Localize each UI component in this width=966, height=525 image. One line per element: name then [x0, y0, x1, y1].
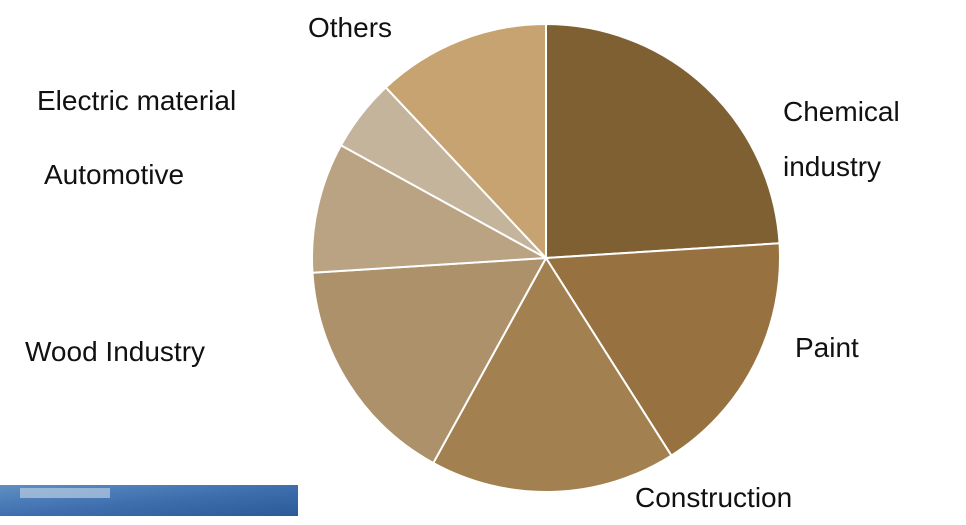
pie-slice	[545, 22, 781, 260]
slice-label: Paint	[795, 332, 859, 363]
slice-label: Automotive	[44, 159, 185, 190]
pie-slice	[431, 256, 673, 493]
slice-label: Chemical industry	[783, 96, 900, 182]
slice-label: Electric material	[37, 85, 237, 116]
slice-label: Others	[308, 12, 393, 43]
pie-slice	[311, 256, 548, 465]
pie-slice	[311, 143, 550, 274]
slice-label: Wood Industry	[25, 336, 206, 367]
pie-slice	[544, 242, 781, 457]
pie	[311, 22, 781, 493]
pie-slice	[384, 22, 547, 261]
slice-label: Construction	[635, 482, 793, 513]
photo-cloud	[20, 488, 110, 498]
